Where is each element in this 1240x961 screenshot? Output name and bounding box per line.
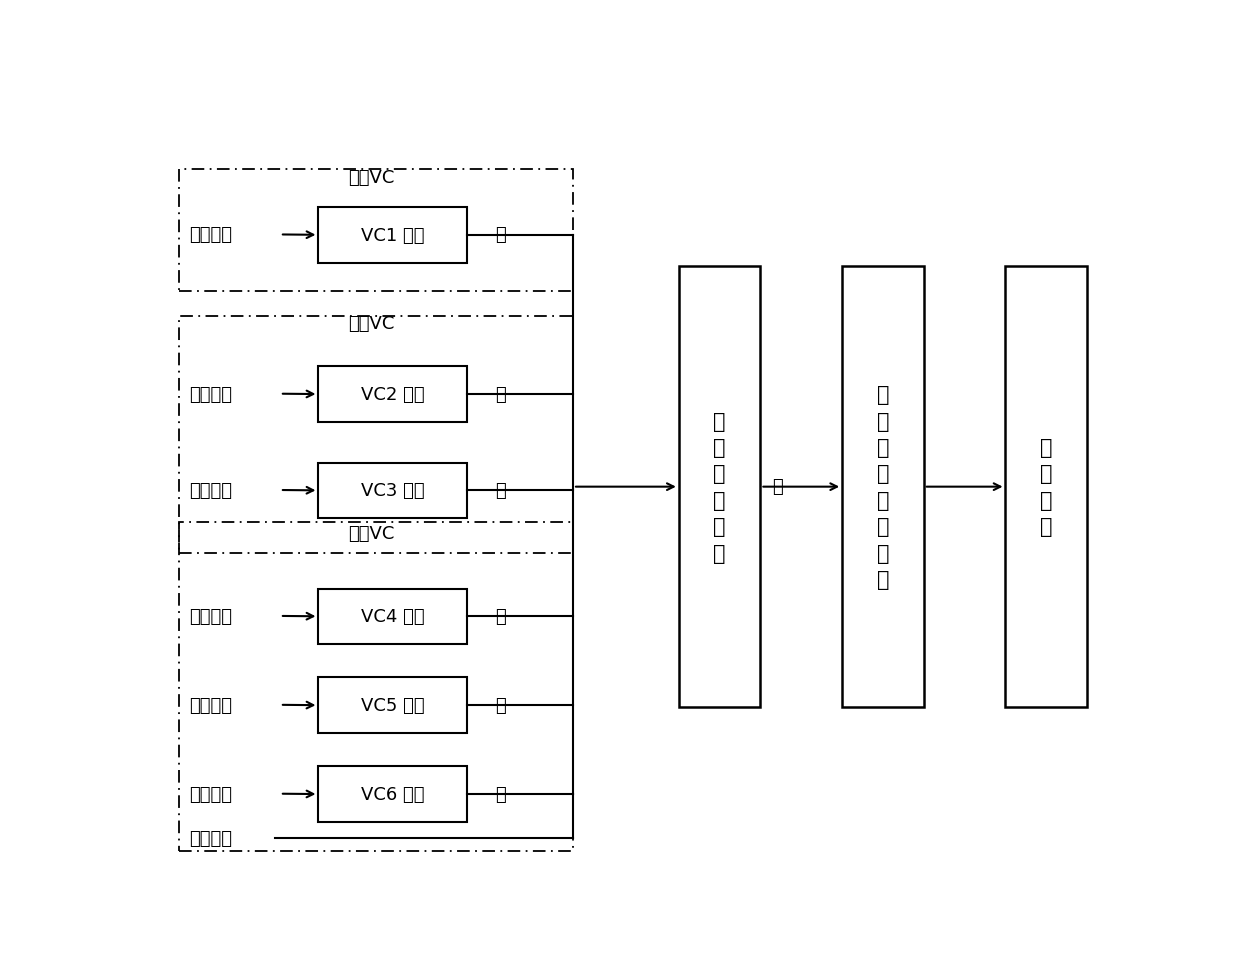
Text: 紧急VC: 紧急VC: [348, 169, 394, 187]
Text: 工程数据: 工程数据: [188, 607, 232, 626]
Bar: [319, 767, 467, 822]
Text: VC5 缓存: VC5 缓存: [361, 697, 424, 714]
Text: 帧: 帧: [496, 785, 506, 802]
Bar: [842, 267, 924, 707]
Text: 紧急数据: 紧急数据: [188, 226, 232, 244]
Text: 有效载荷: 有效载荷: [188, 696, 232, 714]
Bar: [319, 367, 467, 423]
Text: VC2 缓存: VC2 缓存: [361, 385, 424, 404]
Text: 帧: 帧: [496, 481, 506, 500]
Text: 帧: 帧: [773, 478, 784, 496]
Text: 异步VC: 异步VC: [348, 525, 394, 542]
Text: 帧: 帧: [496, 226, 506, 244]
Bar: [179, 523, 573, 851]
Bar: [319, 208, 467, 263]
Text: 虚
拟
信
道
调
度: 虚 拟 信 道 调 度: [713, 411, 725, 563]
Text: VC6 缓存: VC6 缓存: [361, 785, 424, 803]
Bar: [319, 678, 467, 733]
Text: 帧: 帧: [496, 696, 506, 714]
Text: 物
理
信
道: 物 理 信 道: [1040, 437, 1053, 536]
Text: 信
道
编
码
、
帧
同
步: 信 道 编 码 、 帧 同 步: [877, 384, 889, 589]
Text: 填充数据: 填充数据: [188, 829, 232, 848]
Bar: [179, 316, 573, 554]
Text: VC3 缓存: VC3 缓存: [361, 481, 424, 500]
Text: 延时回放: 延时回放: [188, 785, 232, 802]
Bar: [1006, 267, 1087, 707]
Bar: [319, 589, 467, 645]
Bar: [678, 267, 760, 707]
Bar: [179, 169, 573, 291]
Text: 音频数据: 音频数据: [188, 385, 232, 404]
Text: 帧: 帧: [496, 385, 506, 404]
Text: 视频数据: 视频数据: [188, 481, 232, 500]
Text: 同步VC: 同步VC: [348, 315, 394, 333]
Text: VC4 缓存: VC4 缓存: [361, 607, 424, 626]
Text: VC1 缓存: VC1 缓存: [361, 227, 424, 244]
Bar: [319, 463, 467, 519]
Text: 帧: 帧: [496, 607, 506, 626]
